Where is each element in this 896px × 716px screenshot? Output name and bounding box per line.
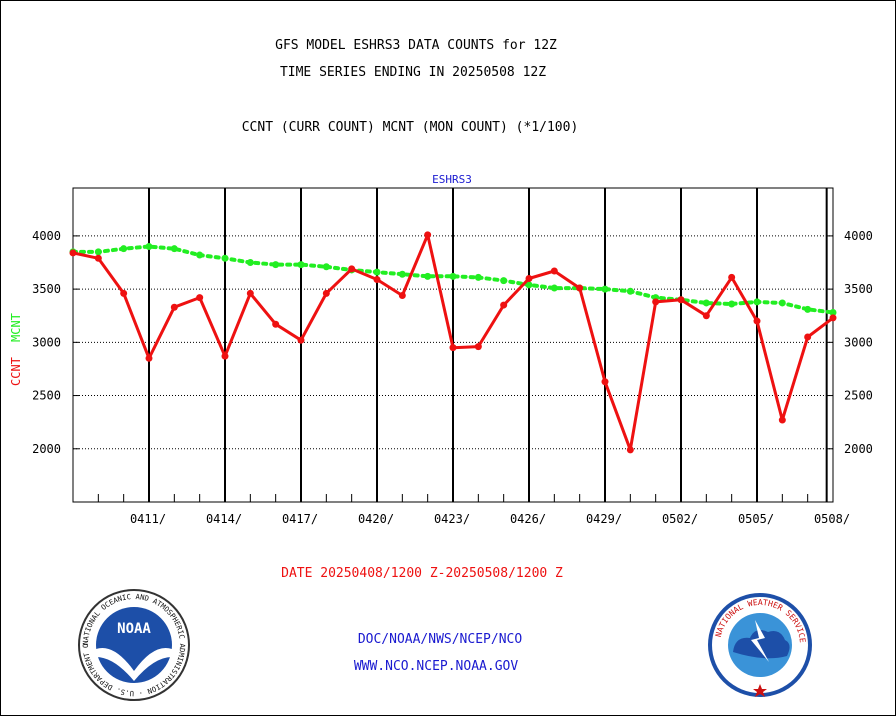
data-point-mcnt [94, 248, 102, 256]
x-tick-label: 0411/ [130, 512, 166, 526]
data-point-mcnt [196, 251, 204, 259]
y-tick-label-right: 4000 [844, 229, 873, 243]
noaa-logo: NATIONAL OCEANIC AND ATMOSPHERIC ADMINIS… [74, 585, 190, 701]
data-point-ccnt [626, 446, 634, 454]
data-point-mcnt [322, 263, 330, 271]
data-point-ccnt [398, 292, 406, 300]
y-tick-label-left: 3500 [32, 282, 61, 296]
data-point-mcnt [145, 243, 153, 251]
data-point-ccnt [753, 317, 761, 325]
data-point-mcnt [272, 261, 280, 269]
data-point-mcnt [474, 273, 482, 281]
y-tick-label-left: 2500 [32, 389, 61, 403]
nws-logo: NATIONAL WEATHER SERVICE [708, 593, 812, 697]
data-point-ccnt [373, 276, 381, 284]
data-point-ccnt [246, 289, 254, 297]
data-point-mcnt [525, 281, 533, 289]
data-point-ccnt [474, 343, 482, 351]
org-link[interactable]: DOC/NOAA/NWS/NCEP/NCO [357, 632, 523, 647]
data-point-ccnt [221, 352, 229, 360]
x-tick-label: 0508/ [814, 512, 850, 526]
data-point-mcnt [246, 259, 254, 267]
data-point-ccnt [145, 354, 153, 362]
data-point-ccnt [120, 289, 128, 297]
y-tick-label-right: 2500 [844, 389, 873, 403]
data-point-ccnt [69, 249, 77, 257]
website-link[interactable]: WWW.NCO.NCEP.NOAA.GOV [353, 659, 519, 674]
y-tick-label-left: 2000 [32, 442, 61, 456]
data-point-mcnt [728, 300, 736, 308]
x-tick-label: 0429/ [586, 512, 622, 526]
data-point-mcnt [170, 245, 178, 253]
data-point-mcnt [626, 287, 634, 295]
data-point-ccnt [424, 231, 432, 239]
data-point-ccnt [804, 333, 812, 341]
data-point-ccnt [652, 298, 660, 306]
y-tick-label-right: 2000 [844, 442, 873, 456]
y-axis-label-ccnt: CCNT [9, 357, 23, 386]
data-point-mcnt [753, 298, 761, 306]
data-point-ccnt [829, 314, 837, 322]
data-point-mcnt [500, 277, 508, 285]
data-point-ccnt [550, 267, 558, 275]
data-point-ccnt [525, 274, 533, 282]
data-point-ccnt [322, 289, 330, 297]
y-tick-label-left: 3000 [32, 335, 61, 349]
x-tick-label: 0420/ [358, 512, 394, 526]
data-point-ccnt [348, 265, 356, 273]
x-tick-label: 0426/ [510, 512, 546, 526]
data-point-ccnt [449, 344, 457, 352]
y-axis-label-mcnt: MCNT [9, 313, 23, 342]
data-point-mcnt [702, 299, 710, 307]
y-tick-label-right: 3500 [844, 282, 873, 296]
chart-title-line1: GFS MODEL ESHRS3 DATA COUNTS for 12Z [275, 38, 557, 53]
data-point-mcnt [550, 284, 558, 292]
data-point-mcnt [297, 261, 305, 269]
y-tick-label-left: 4000 [32, 229, 61, 243]
data-point-ccnt [170, 303, 178, 311]
noaa-logo-text: NOAA [117, 621, 151, 637]
x-tick-label: 0505/ [738, 512, 774, 526]
chart-subtitle: CCNT (CURR COUNT) MCNT (MON COUNT) (*1/1… [241, 120, 579, 135]
data-point-ccnt [272, 320, 280, 328]
data-point-ccnt [196, 294, 204, 302]
date-range-label: DATE 20250408/1200 Z-20250508/1200 Z [281, 566, 563, 581]
data-point-mcnt [449, 272, 457, 280]
data-point-ccnt [576, 284, 584, 292]
data-point-ccnt [500, 301, 508, 309]
data-point-mcnt [398, 270, 406, 278]
x-tick-label: 0502/ [662, 512, 698, 526]
data-point-ccnt [677, 296, 685, 304]
data-point-ccnt [297, 336, 305, 344]
data-point-mcnt [778, 299, 786, 307]
data-point-ccnt [728, 273, 736, 281]
data-point-mcnt [221, 254, 229, 262]
data-point-mcnt [804, 305, 812, 313]
panel-label: ESHRS3 [432, 173, 472, 186]
data-point-mcnt [601, 285, 609, 293]
x-tick-label: 0423/ [434, 512, 470, 526]
x-tick-label: 0417/ [282, 512, 318, 526]
data-point-ccnt [778, 416, 786, 424]
data-point-ccnt [94, 254, 102, 262]
chart-title-line2: TIME SERIES ENDING IN 20250508 12Z [279, 65, 547, 80]
y-tick-label-right: 3000 [844, 335, 873, 349]
data-point-mcnt [424, 272, 432, 280]
data-point-ccnt [702, 312, 710, 320]
data-point-mcnt [829, 309, 837, 317]
data-point-ccnt [601, 378, 609, 386]
data-point-mcnt [120, 245, 128, 253]
data-point-mcnt [373, 268, 381, 276]
x-tick-label: 0414/ [206, 512, 242, 526]
